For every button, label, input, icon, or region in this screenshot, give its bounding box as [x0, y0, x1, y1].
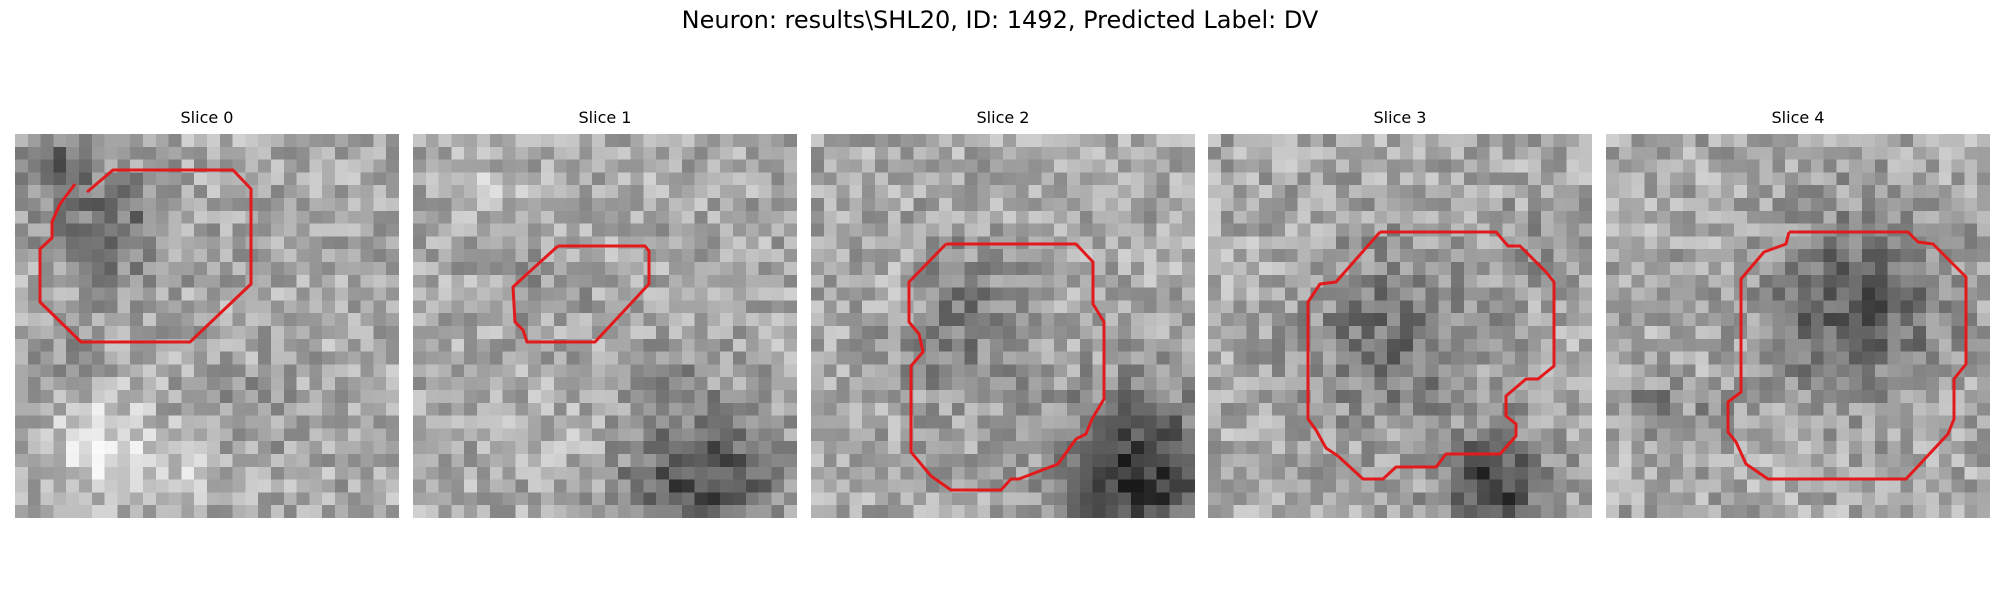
slice-title: Slice 4	[1771, 108, 1825, 127]
slice-title: Slice 2	[976, 108, 1030, 127]
slice-image	[811, 134, 1195, 518]
roi-contour	[38, 168, 253, 344]
slice-image	[1606, 134, 1990, 518]
slice-pixels	[1606, 134, 1990, 518]
slice-title: Slice 3	[1373, 108, 1427, 127]
slice-image	[1208, 134, 1592, 518]
slice-title: Slice 0	[180, 108, 234, 127]
roi-outline	[38, 168, 253, 344]
roi-outline	[1306, 230, 1556, 481]
slice-image	[413, 134, 797, 518]
figure-title: Neuron: results\SHL20, ID: 1492, Predict…	[681, 6, 1319, 34]
slice-title: Slice 1	[578, 108, 632, 127]
roi-outline	[907, 242, 1106, 492]
slice-image	[15, 134, 399, 518]
roi-contour	[511, 244, 651, 344]
roi-contour	[1306, 230, 1556, 481]
roi-contour	[907, 242, 1106, 492]
roi-contour	[1726, 230, 1968, 481]
slice-pixels	[1208, 134, 1592, 518]
slice-pixels	[413, 134, 797, 518]
roi-outline	[1726, 230, 1968, 481]
slice-pixels	[811, 134, 1195, 518]
roi-outline	[511, 244, 651, 344]
